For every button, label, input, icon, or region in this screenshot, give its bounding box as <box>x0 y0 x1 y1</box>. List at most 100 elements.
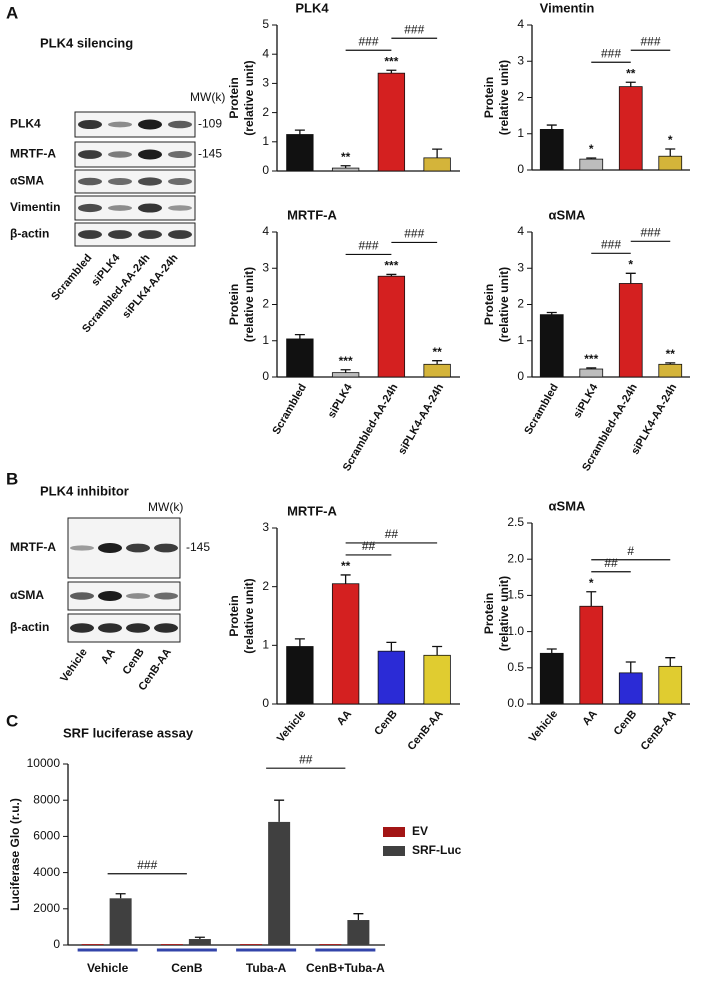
chart-title: SRF luciferase assay <box>63 725 194 740</box>
significance-mark: * <box>628 257 633 271</box>
error-bar <box>340 369 351 373</box>
significance-mark: ### <box>358 239 378 253</box>
bar <box>539 652 564 705</box>
error-bar <box>586 157 597 160</box>
blot-row-label: β-actin <box>10 227 49 241</box>
significance-mark: ** <box>341 559 351 573</box>
significance-mark: ** <box>341 150 351 164</box>
blot-band <box>98 591 122 601</box>
error-bar <box>432 645 443 656</box>
x-tick-label: Scrambled <box>522 382 561 437</box>
significance-mark: ** <box>666 347 676 361</box>
x-tick-label: siPLK4 <box>326 381 355 420</box>
significance-mark: ### <box>137 858 157 872</box>
y-tick-label: 2 <box>262 579 269 593</box>
error-bar <box>665 657 676 667</box>
y-tick-label: 2.0 <box>507 551 524 565</box>
blot-band <box>78 177 102 186</box>
significance-mark: ### <box>404 22 424 36</box>
y-tick-label: 0 <box>262 163 269 177</box>
significance-mark: ** <box>432 345 442 359</box>
bar <box>377 650 406 705</box>
y-tick-label: 0 <box>53 937 60 951</box>
mw-header: MW(k) <box>148 500 183 514</box>
significance-mark: ### <box>601 237 621 251</box>
error-bar <box>386 641 397 652</box>
significance-mark: ## <box>362 539 376 553</box>
significance-mark: ## <box>299 752 313 766</box>
chart-title: MRTF-A <box>287 503 337 518</box>
error-bar <box>432 148 443 158</box>
lane-label: Vehicle <box>58 647 90 685</box>
x-tick-label: CenB <box>372 708 400 738</box>
significance-mark: ## <box>604 556 618 570</box>
blot-row-label: Vimentin <box>10 200 60 214</box>
chart-title: PLK4 <box>295 0 329 15</box>
blot-band <box>126 623 150 633</box>
x-tick-label: CenB <box>171 961 203 975</box>
mw-label: -145 <box>198 147 222 161</box>
error-bar <box>546 648 557 654</box>
x-tick-label: siPLK4 <box>571 381 600 420</box>
blot-band <box>108 178 132 185</box>
bar <box>331 167 360 172</box>
y-tick-label: 2 <box>517 297 524 311</box>
error-bar <box>665 362 676 365</box>
y-axis-label: Protein <box>227 284 241 325</box>
error-bar <box>115 893 126 899</box>
lane-label: CenB <box>121 646 147 676</box>
significance-mark: *** <box>584 352 598 366</box>
blot-row-label: αSMA <box>10 588 44 602</box>
error-bar <box>625 81 636 87</box>
blot-band <box>126 543 150 553</box>
significance-mark: * <box>668 133 673 147</box>
mw-label: -109 <box>198 117 222 131</box>
x-tick-label: siPLK4-AA-24h <box>396 382 446 457</box>
y-axis-label: Protein <box>482 284 496 325</box>
y-tick-label: 3 <box>517 53 524 67</box>
bar <box>319 944 342 945</box>
y-axis-label: (relative unit) <box>242 267 256 342</box>
y-tick-label: 1.5 <box>507 588 524 602</box>
blot-box <box>74 169 196 194</box>
blot-band <box>138 177 162 186</box>
blot-band <box>154 623 178 633</box>
x-tick-label: CenB <box>612 708 640 738</box>
y-tick-label: 2 <box>517 90 524 104</box>
y-axis-label: (relative unit) <box>497 267 511 342</box>
error-bar <box>546 311 557 315</box>
chart-title: αSMA <box>549 498 586 513</box>
error-bar <box>586 591 597 607</box>
y-tick-label: 3 <box>262 520 269 534</box>
y-tick-label: 1 <box>262 638 269 652</box>
y-tick-label: 6000 <box>33 829 60 843</box>
significance-mark: ### <box>640 225 660 239</box>
significance-mark: *** <box>384 259 398 273</box>
blot-band <box>168 230 192 239</box>
bar <box>658 665 683 705</box>
bar <box>539 314 564 378</box>
y-axis-label: (relative unit) <box>497 576 511 651</box>
error-bar <box>294 129 305 135</box>
y-tick-label: 4 <box>517 224 524 238</box>
y-tick-label: 10000 <box>27 756 61 770</box>
blot-band <box>168 151 192 158</box>
y-axis-label: (relative unit) <box>242 60 256 135</box>
bar <box>618 283 643 378</box>
blot-band <box>108 121 132 128</box>
bar <box>188 939 211 945</box>
chart-title: Vimentin <box>540 0 595 15</box>
y-tick-label: 0 <box>262 369 269 383</box>
bar <box>539 128 564 171</box>
error-bar <box>274 799 285 822</box>
y-tick-label: 4 <box>262 224 269 238</box>
error-bar <box>386 69 397 74</box>
bar <box>423 654 451 705</box>
y-tick-label: 0 <box>262 696 269 710</box>
blot-row-label: β-actin <box>10 620 49 634</box>
panel-label: C <box>6 711 18 730</box>
y-tick-label: 2 <box>262 105 269 119</box>
y-tick-label: 2 <box>262 297 269 311</box>
blot-box <box>74 222 196 247</box>
significance-mark: ** <box>626 66 636 80</box>
